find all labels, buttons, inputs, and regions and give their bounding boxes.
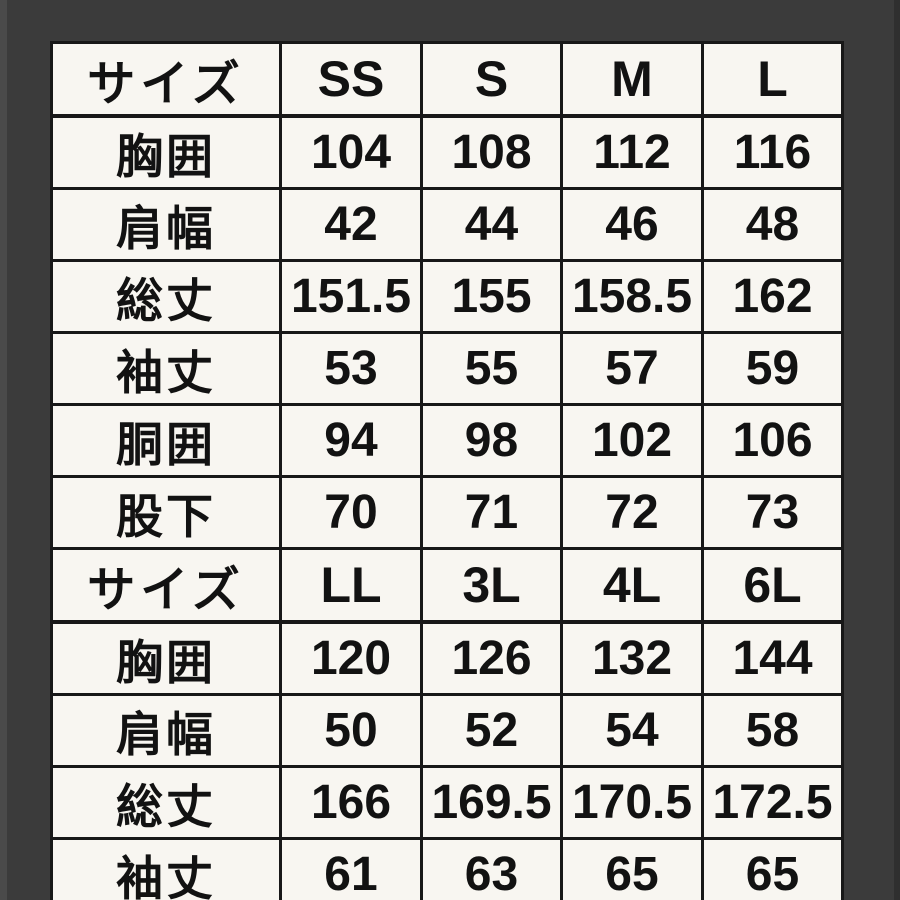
size-cell: L [701, 41, 844, 118]
value-cell: 71 [420, 475, 563, 550]
photo-edge-right [894, 0, 900, 900]
value-cell: 155 [420, 259, 563, 334]
value-cell: 63 [420, 837, 563, 900]
row-label: 総丈 [50, 765, 282, 840]
value-cell: 50 [279, 693, 423, 768]
value-cell: 44 [420, 187, 563, 262]
value-cell: 65 [560, 837, 704, 900]
value-cell: 46 [560, 187, 704, 262]
value-cell: 53 [279, 331, 423, 406]
value-cell: 42 [279, 187, 423, 262]
size-chart-table: サイズ SS S M L 胸囲 104 108 112 116 肩幅 42 44… [50, 41, 844, 900]
table-row: 袖丈 61 63 65 65 [50, 837, 844, 900]
value-cell: 94 [279, 403, 423, 478]
value-cell: 52 [420, 693, 563, 768]
size-cell: M [560, 41, 704, 118]
table-row: 袖丈 53 55 57 59 [50, 331, 844, 406]
value-cell: 72 [560, 475, 704, 550]
value-cell: 73 [701, 475, 844, 550]
table-row: 総丈 151.5 155 158.5 162 [50, 259, 844, 334]
table-row-size-header: サイズ SS S M L [50, 41, 844, 118]
size-cell: S [420, 41, 563, 118]
value-cell: 102 [560, 403, 704, 478]
size-cell: SS [279, 41, 423, 118]
row-label: 総丈 [50, 259, 282, 334]
row-label: 胸囲 [50, 620, 282, 696]
size-cell: 4L [560, 547, 704, 624]
value-cell: 57 [560, 331, 704, 406]
value-cell: 59 [701, 331, 844, 406]
value-cell: 144 [701, 620, 844, 696]
photo-edge-left [0, 0, 7, 900]
table-row: 股下 70 71 72 73 [50, 475, 844, 550]
size-cell: LL [279, 547, 423, 624]
value-cell: 166 [279, 765, 423, 840]
value-cell: 98 [420, 403, 563, 478]
table-row: 胴囲 94 98 102 106 [50, 403, 844, 478]
table-row-size-header: サイズ LL 3L 4L 6L [50, 547, 844, 624]
value-cell: 48 [701, 187, 844, 262]
value-cell: 120 [279, 620, 423, 696]
value-cell: 61 [279, 837, 423, 900]
table-row: 肩幅 42 44 46 48 [50, 187, 844, 262]
table-row: 総丈 166 169.5 170.5 172.5 [50, 765, 844, 840]
value-cell: 108 [420, 114, 563, 190]
row-label: サイズ [50, 547, 282, 624]
row-label: 胴囲 [50, 403, 282, 478]
value-cell: 65 [701, 837, 844, 900]
value-cell: 172.5 [701, 765, 844, 840]
value-cell: 170.5 [560, 765, 704, 840]
value-cell: 54 [560, 693, 704, 768]
table-row: 肩幅 50 52 54 58 [50, 693, 844, 768]
value-cell: 106 [701, 403, 844, 478]
value-cell: 132 [560, 620, 704, 696]
value-cell: 151.5 [279, 259, 423, 334]
row-label: 袖丈 [50, 331, 282, 406]
table-row: 胸囲 104 108 112 116 [50, 114, 844, 190]
value-cell: 158.5 [560, 259, 704, 334]
value-cell: 169.5 [420, 765, 563, 840]
row-label: 胸囲 [50, 114, 282, 190]
row-label: 股下 [50, 475, 282, 550]
value-cell: 116 [701, 114, 844, 190]
value-cell: 70 [279, 475, 423, 550]
value-cell: 104 [279, 114, 423, 190]
value-cell: 112 [560, 114, 704, 190]
row-label: 肩幅 [50, 693, 282, 768]
value-cell: 126 [420, 620, 563, 696]
row-label: 袖丈 [50, 837, 282, 900]
value-cell: 55 [420, 331, 563, 406]
table-row: 胸囲 120 126 132 144 [50, 620, 844, 696]
size-cell: 6L [701, 547, 844, 624]
row-label: 肩幅 [50, 187, 282, 262]
size-cell: 3L [420, 547, 563, 624]
value-cell: 58 [701, 693, 844, 768]
value-cell: 162 [701, 259, 844, 334]
row-label: サイズ [50, 41, 282, 118]
